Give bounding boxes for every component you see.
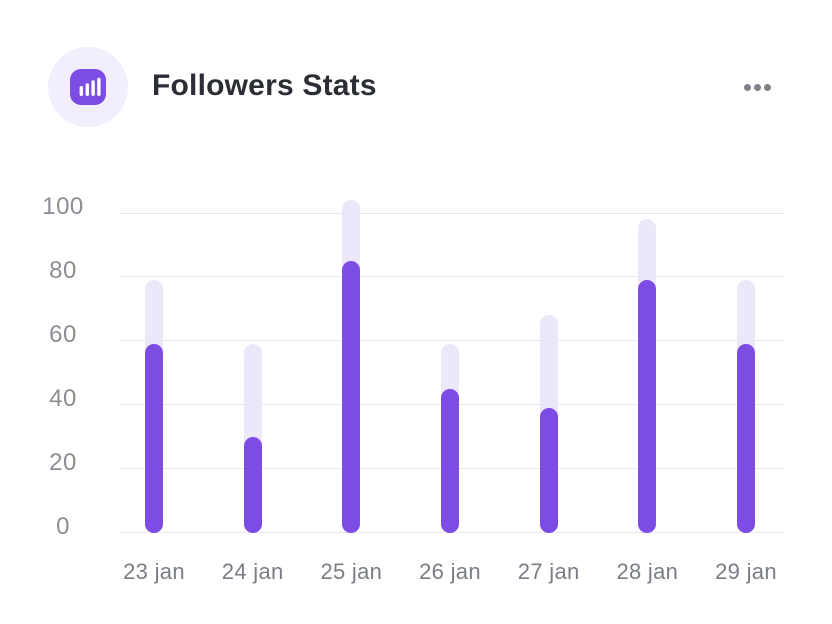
ellipsis-dot xyxy=(744,84,751,91)
y-axis-tick-40: 40 xyxy=(49,385,77,412)
page-title: Followers Stats xyxy=(152,69,377,102)
gridline-80 xyxy=(120,276,784,277)
bar-value-29-jan xyxy=(737,344,755,533)
x-axis-label-25-jan: 25 jan xyxy=(320,559,383,584)
bar-value-27-jan xyxy=(539,408,558,533)
followers-bar-chart xyxy=(120,200,784,533)
bar-value-25-jan xyxy=(342,261,361,533)
bar-chart-icon xyxy=(70,69,106,105)
x-axis-label-29-jan: 29 jan xyxy=(715,559,777,584)
x-axis-label-23-jan: 23 jan xyxy=(123,559,185,584)
y-axis-tick-0: 0 xyxy=(56,513,70,540)
y-axis-tick-60: 60 xyxy=(49,321,77,348)
x-axis-label-24-jan: 24 jan xyxy=(221,559,284,584)
bar-value-23-jan xyxy=(145,344,163,533)
y-axis-tick-80: 80 xyxy=(49,257,77,284)
y-axis-tick-20: 20 xyxy=(49,449,77,476)
y-axis-tick-100: 100 xyxy=(42,193,84,220)
more-options-button[interactable] xyxy=(738,78,777,97)
bar-chart-icon-glyph xyxy=(79,77,101,96)
x-axis-label-28-jan: 28 jan xyxy=(616,559,679,584)
bar-value-24-jan xyxy=(243,437,262,533)
x-axis-label-26-jan: 26 jan xyxy=(419,559,481,584)
bar-value-26-jan xyxy=(441,389,459,533)
ellipsis-dot xyxy=(764,84,771,91)
bar-value-28-jan xyxy=(638,280,657,533)
gridline-60 xyxy=(120,340,784,341)
ellipsis-dot xyxy=(754,84,761,91)
chart-icon-circle xyxy=(48,47,128,127)
gridline-100 xyxy=(120,213,784,214)
x-axis-label-27-jan: 27 jan xyxy=(517,559,580,584)
